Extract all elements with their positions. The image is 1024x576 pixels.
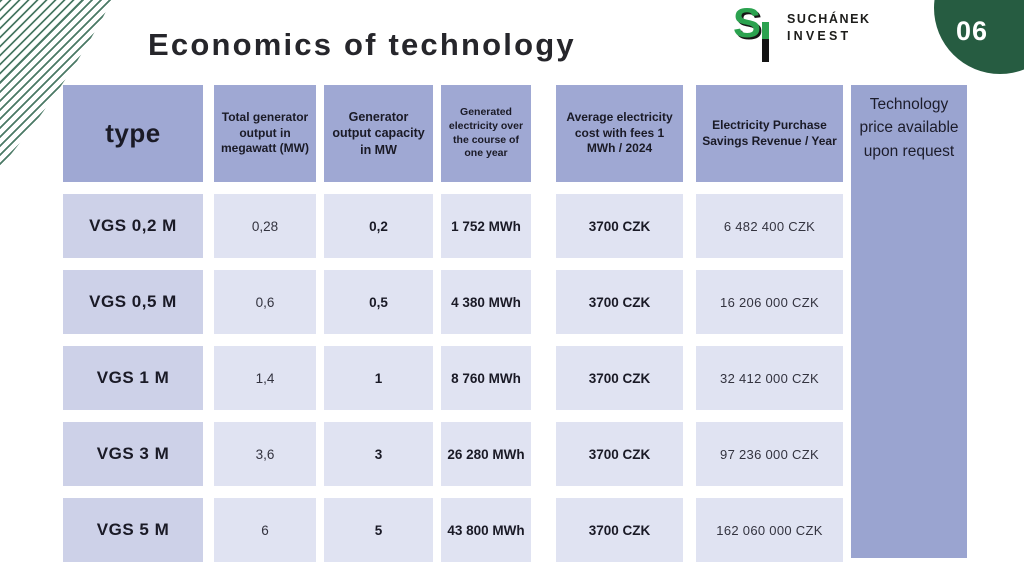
table-row: VGS 0,5 M 0,6 0,5 4 380 MWh 3700 CZK 16 … [63, 270, 843, 334]
page-title: Economics of technology [148, 27, 576, 62]
table-header-row: type Total generator output in megawatt … [63, 85, 843, 182]
cell-savings: 97 236 000 CZK [696, 422, 843, 486]
header-generated-electricity: Generated electricity over the course of… [441, 85, 531, 182]
header-avg-cost: Average electricity cost with fees 1 MWh… [556, 85, 683, 182]
row-type-label: VGS 3 M [63, 422, 203, 486]
logo-line1: SUCHÁNEK [787, 12, 871, 26]
logo-i-bar [762, 22, 769, 62]
logo-s-glyph: S [733, 0, 762, 46]
header-type: type [63, 85, 203, 182]
table-row: VGS 5 M 6 5 43 800 MWh 3700 CZK 162 060 … [63, 498, 843, 562]
cell-avg-cost: 3700 CZK [556, 498, 683, 562]
cell-generated: 1 752 MWh [441, 194, 531, 258]
cell-avg-cost: 3700 CZK [556, 270, 683, 334]
logo-line2: INVEST [787, 29, 852, 43]
header-capacity: Generator output capacity in MW [324, 85, 433, 182]
cell-savings: 162 060 000 CZK [696, 498, 843, 562]
cell-capacity: 3 [324, 422, 433, 486]
suchanek-invest-logo: S SUCHÁNEK INVEST [733, 2, 871, 62]
cell-capacity: 0,2 [324, 194, 433, 258]
cell-capacity: 1 [324, 346, 433, 410]
cell-capacity: 5 [324, 498, 433, 562]
cell-generated: 4 380 MWh [441, 270, 531, 334]
cell-total-output: 1,4 [214, 346, 316, 410]
header-savings-revenue: Electricity Purchase Savings Revenue / Y… [696, 85, 843, 182]
page-number-badge: 06 [934, 0, 1024, 74]
cell-avg-cost: 3700 CZK [556, 422, 683, 486]
table-row: VGS 3 M 3,6 3 26 280 MWh 3700 CZK 97 236… [63, 422, 843, 486]
row-type-label: VGS 0,5 M [63, 270, 203, 334]
cell-total-output: 3,6 [214, 422, 316, 486]
technology-price-note: Technology price available upon request [851, 85, 967, 558]
cell-avg-cost: 3700 CZK [556, 346, 683, 410]
si-logo-icon: S [733, 2, 775, 62]
logo-wordmark: SUCHÁNEK INVEST [787, 12, 871, 43]
cell-capacity: 0,5 [324, 270, 433, 334]
cell-savings: 16 206 000 CZK [696, 270, 843, 334]
cell-generated: 8 760 MWh [441, 346, 531, 410]
cell-avg-cost: 3700 CZK [556, 194, 683, 258]
cell-generated: 43 800 MWh [441, 498, 531, 562]
cell-savings: 32 412 000 CZK [696, 346, 843, 410]
cell-total-output: 6 [214, 498, 316, 562]
page-number: 06 [956, 16, 989, 46]
header-total-output: Total generator output in megawatt (MW) [214, 85, 316, 182]
cell-generated: 26 280 MWh [441, 422, 531, 486]
row-type-label: VGS 5 M [63, 498, 203, 562]
cell-total-output: 0,6 [214, 270, 316, 334]
table-row: VGS 1 M 1,4 1 8 760 MWh 3700 CZK 32 412 … [63, 346, 843, 410]
cell-savings: 6 482 400 CZK [696, 194, 843, 258]
row-type-label: VGS 1 M [63, 346, 203, 410]
cell-total-output: 0,28 [214, 194, 316, 258]
table-row: VGS 0,2 M 0,28 0,2 1 752 MWh 3700 CZK 6 … [63, 194, 843, 258]
row-type-label: VGS 0,2 M [63, 194, 203, 258]
